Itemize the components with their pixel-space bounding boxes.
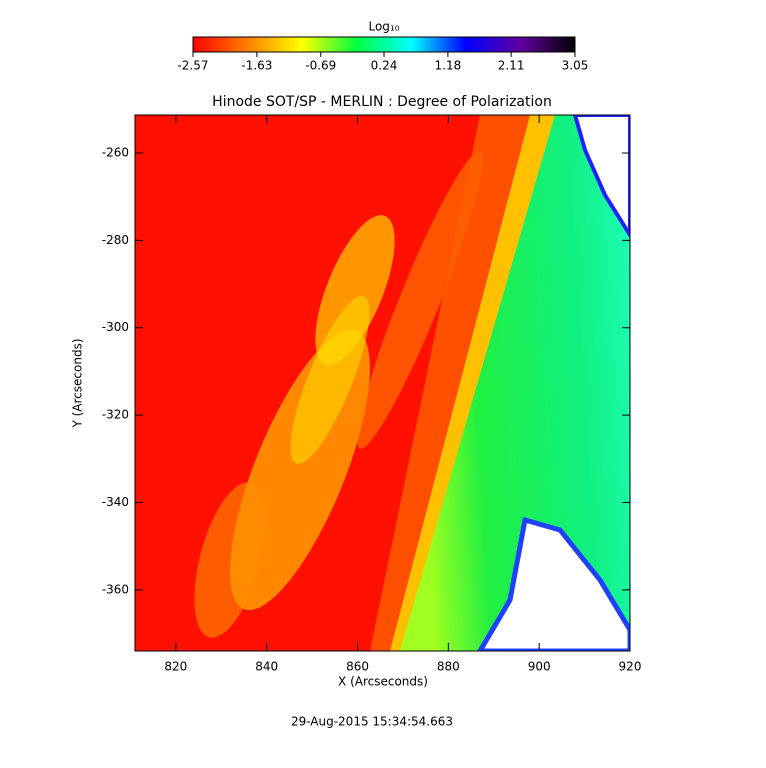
chart-title: Hinode SOT/SP - MERLIN : Degree of Polar… bbox=[212, 94, 552, 110]
x-tick-label: 920 bbox=[619, 660, 642, 674]
colorbar-tick-label: -1.63 bbox=[241, 59, 272, 73]
y-tick-label: -320 bbox=[102, 408, 129, 422]
colorbar-label: Log₁₀ bbox=[368, 20, 399, 34]
y-tick-label: -340 bbox=[102, 495, 129, 509]
colorbar bbox=[192, 36, 576, 53]
plot-frame bbox=[134, 114, 631, 652]
colorbar-tick-label: 0.24 bbox=[371, 59, 398, 73]
y-tick-label: -280 bbox=[102, 233, 129, 247]
x-tick-label: 860 bbox=[346, 660, 369, 674]
x-axis-label: X (Arcseconds) bbox=[338, 675, 428, 689]
colorbar-tick-label: -0.69 bbox=[305, 59, 336, 73]
y-tick-label: -300 bbox=[102, 320, 129, 334]
heatmap-image bbox=[135, 115, 630, 651]
y-tick-label: -360 bbox=[102, 582, 129, 596]
colorbar-tick-label: 1.18 bbox=[435, 59, 462, 73]
timestamp: 29-Aug-2015 15:34:54.663 bbox=[291, 715, 453, 729]
colorbar-tick-label: 2.11 bbox=[498, 59, 525, 73]
x-tick-label: 880 bbox=[437, 660, 460, 674]
colorbar-tick-label: -2.57 bbox=[177, 59, 208, 73]
colorbar-tick-label: 3.05 bbox=[562, 59, 589, 73]
x-tick-label: 840 bbox=[255, 660, 278, 674]
y-tick-label: -260 bbox=[102, 146, 129, 160]
x-tick-label: 900 bbox=[528, 660, 551, 674]
x-tick-label: 820 bbox=[164, 660, 187, 674]
y-axis-label: Y (Arcseconds) bbox=[71, 338, 85, 428]
